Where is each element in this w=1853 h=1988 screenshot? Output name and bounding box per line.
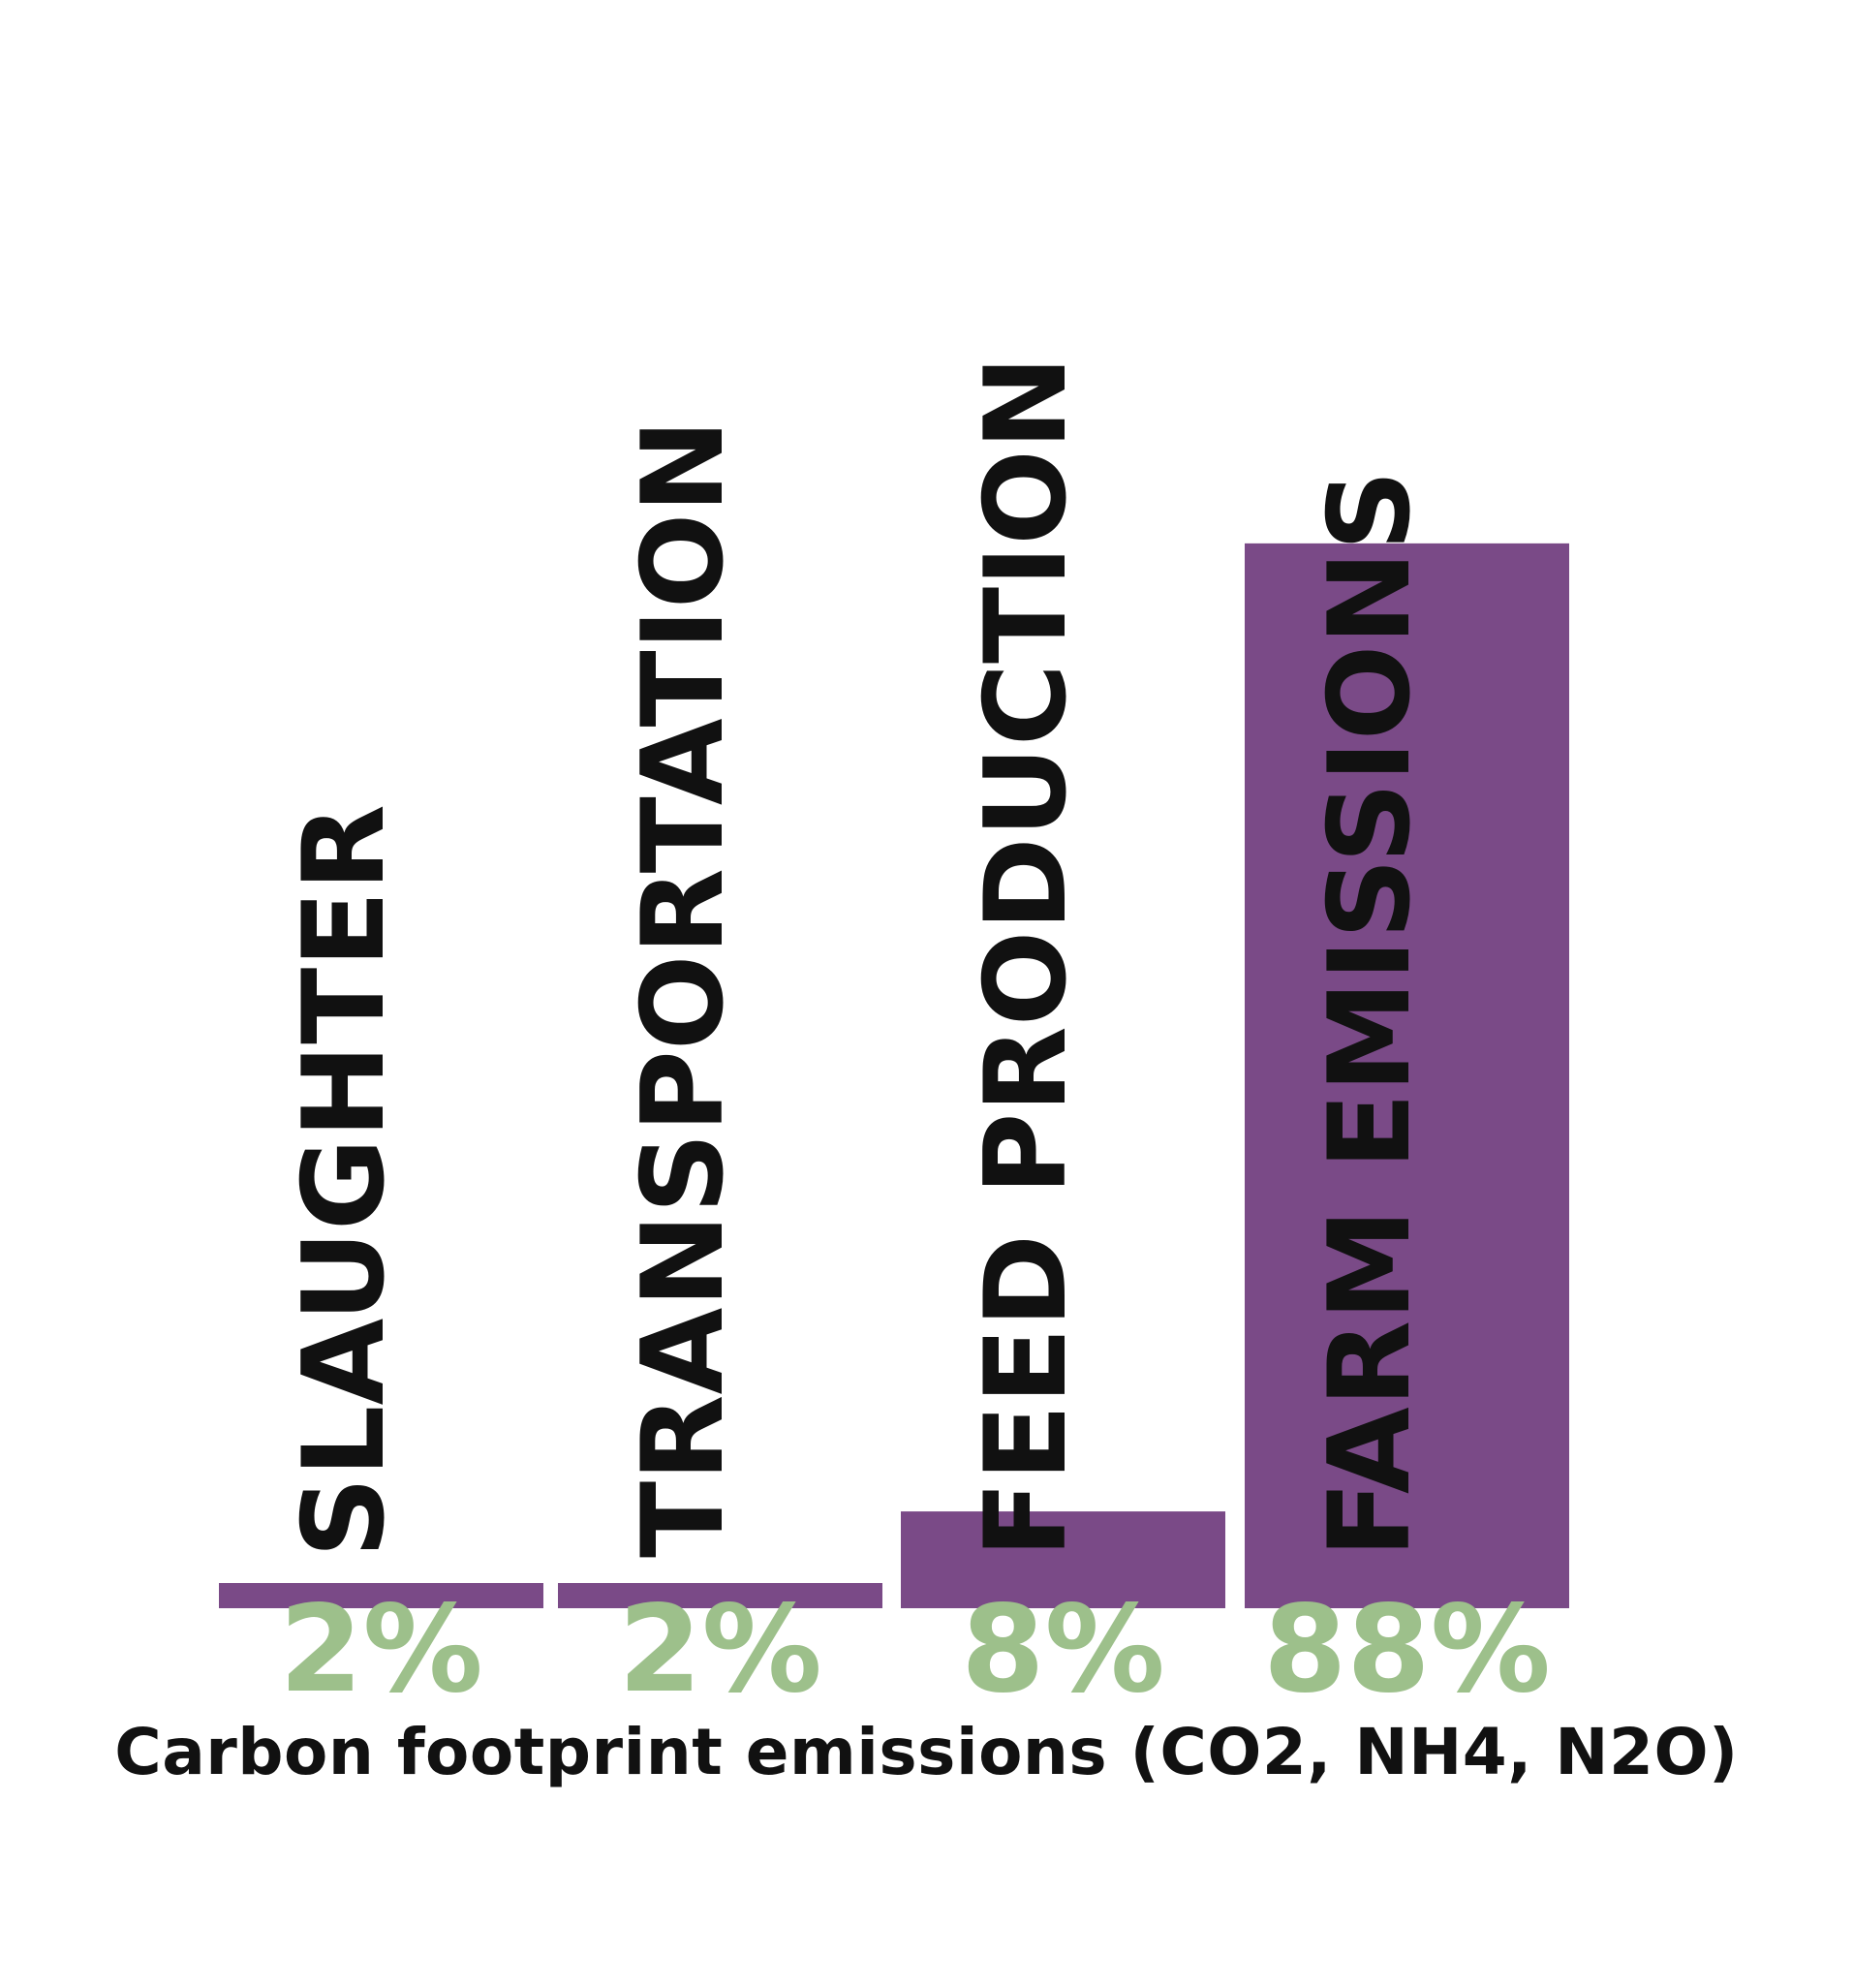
value-labels-layer: 2% 2% 8% 88% [279,1580,1551,1720]
category-label-3: FEED PRODUCTION [961,356,1092,1558]
bar-2 [558,1583,882,1608]
bars-layer [219,543,1569,1608]
value-label-4: 88% [1263,1580,1551,1720]
category-labels-layer: SLAUGHTER TRANSPORTATION FEED PRODUCTION FA… [279,356,1436,1558]
chart-title: Carbon footprint emissions (CO2, NH4, N2… [114,1715,1739,1789]
category-label-2: TRANSPORTATION [618,419,749,1558]
bar-1 [219,1583,543,1608]
bar-4 [1245,543,1569,1608]
bar-3 [901,1511,1225,1608]
value-label-3: 8% [961,1580,1165,1720]
value-label-2: 2% [618,1580,822,1720]
category-label-1: SLAUGHTER [279,804,410,1558]
value-label-1: 2% [279,1580,483,1720]
category-label-4: FARM EMISSIONS [1305,470,1436,1558]
